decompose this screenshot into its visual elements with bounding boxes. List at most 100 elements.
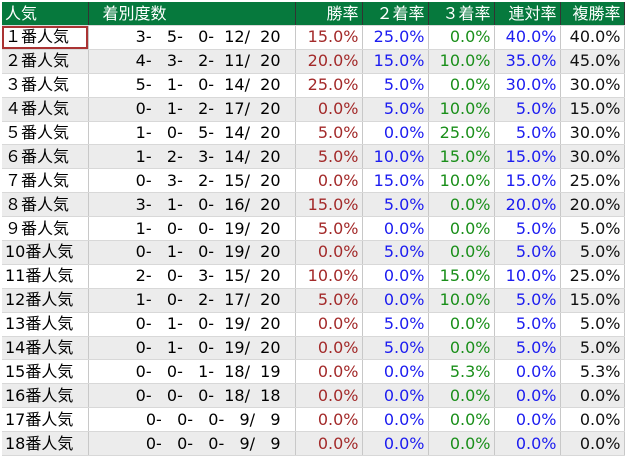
fukusho-rate-cell[interactable]: 15.0% (560, 97, 625, 122)
popularity-cell[interactable]: 10番人気 (2, 240, 89, 265)
record-cell[interactable]: 0- 1- 0- 19/ 20 (88, 336, 296, 361)
header-popularity[interactable]: 人気 (2, 2, 89, 26)
rentai-rate-cell[interactable]: 0.0% (494, 431, 561, 456)
popularity-cell[interactable]: ５番人気 (2, 121, 89, 146)
popularity-cell[interactable]: ７番人気 (2, 168, 89, 194)
fukusho-rate-cell[interactable]: 25.0% (560, 168, 625, 194)
win-rate-cell[interactable]: 15.0% (295, 25, 363, 50)
rentai-rate-cell[interactable]: 0.0% (494, 359, 561, 385)
win-rate-cell[interactable]: 0.0% (295, 359, 363, 385)
popularity-cell[interactable]: 17番人気 (2, 407, 89, 433)
fukusho-rate-cell[interactable]: 45.0% (560, 49, 625, 74)
rentai-rate-cell[interactable]: 0.0% (494, 383, 561, 409)
second-rate-cell[interactable]: 10.0% (362, 144, 429, 170)
third-rate-cell[interactable]: 0.0% (428, 216, 495, 242)
win-rate-cell[interactable]: 5.0% (295, 216, 363, 242)
table-row[interactable]: 11番人気 2- 0- 3- 15/ 20 10.0% 0.0% 15.0% 10.0% 2… (2, 264, 625, 289)
table-row[interactable]: 18番人気 0- 0- 0- 9/ 9 0.0% 0.0% 0.0% 0.0% 0.0% (2, 431, 625, 456)
win-rate-cell[interactable]: 0.0% (295, 240, 363, 265)
table-row[interactable]: ３番人気 5- 1- 0- 14/ 20 25.0% 5.0% 0.0% 30.0% 30.… (2, 73, 625, 98)
win-rate-cell[interactable]: 0.0% (295, 97, 363, 122)
rentai-rate-cell[interactable]: 5.0% (494, 312, 561, 337)
rentai-rate-cell[interactable]: 20.0% (494, 192, 561, 218)
win-rate-cell[interactable]: 0.0% (295, 431, 363, 456)
win-rate-cell[interactable]: 0.0% (295, 407, 363, 433)
fukusho-rate-cell[interactable]: 30.0% (560, 73, 625, 98)
fukusho-rate-cell[interactable]: 0.0% (560, 407, 625, 433)
record-cell[interactable]: 3- 5- 0- 12/ 20 (88, 25, 296, 50)
popularity-cell[interactable]: 18番人気 (2, 431, 89, 456)
win-rate-cell[interactable]: 0.0% (295, 312, 363, 337)
record-cell[interactable]: 1- 0- 5- 14/ 20 (88, 121, 296, 146)
fukusho-rate-cell[interactable]: 40.0% (560, 25, 625, 50)
record-cell[interactable]: 1- 0- 0- 19/ 20 (88, 216, 296, 242)
header-rentai-rate[interactable]: 連対率 (494, 2, 561, 26)
table-row[interactable]: 13番人気 0- 1- 0- 19/ 20 0.0% 5.0% 0.0% 5.0% 5.0% (2, 312, 625, 337)
table-row[interactable]: １番人気 3- 5- 0- 12/ 20 15.0% 25.0% 0.0% 40.0% 40… (2, 25, 625, 50)
fukusho-rate-cell[interactable]: 30.0% (560, 144, 625, 170)
popularity-cell[interactable]: ２番人気 (2, 49, 89, 74)
third-rate-cell[interactable]: 25.0% (428, 121, 495, 146)
table-row[interactable]: 16番人気 0- 0- 0- 18/ 18 0.0% 0.0% 0.0% 0.0% 0.0% (2, 383, 625, 409)
table-row[interactable]: ７番人気 0- 3- 2- 15/ 20 0.0% 15.0% 10.0% 15.0% 25… (2, 168, 625, 194)
table-row[interactable]: ９番人気 1- 0- 0- 19/ 20 5.0% 0.0% 0.0% 5.0% 5.0% (2, 216, 625, 242)
record-cell[interactable]: 0- 0- 0- 18/ 18 (88, 383, 296, 409)
fukusho-rate-cell[interactable]: 5.0% (560, 336, 625, 361)
rentai-rate-cell[interactable]: 15.0% (494, 168, 561, 194)
rentai-rate-cell[interactable]: 5.0% (494, 121, 561, 146)
record-cell[interactable]: 0- 1- 2- 17/ 20 (88, 97, 296, 122)
fukusho-rate-cell[interactable]: 5.0% (560, 240, 625, 265)
popularity-cell[interactable]: ９番人気 (2, 216, 89, 242)
third-rate-cell[interactable]: 5.3% (428, 359, 495, 385)
popularity-cell[interactable]: 16番人気 (2, 383, 89, 409)
table-row[interactable]: ６番人気 1- 2- 3- 14/ 20 5.0% 10.0% 15.0% 15.0% 30… (2, 144, 625, 170)
win-rate-cell[interactable]: 0.0% (295, 168, 363, 194)
third-rate-cell[interactable]: 10.0% (428, 97, 495, 122)
rentai-rate-cell[interactable]: 5.0% (494, 288, 561, 313)
second-rate-cell[interactable]: 0.0% (362, 383, 429, 409)
record-cell[interactable]: 0- 1- 0- 19/ 20 (88, 312, 296, 337)
record-cell[interactable]: 3- 1- 0- 16/ 20 (88, 192, 296, 218)
table-row[interactable]: ２番人気 4- 3- 2- 11/ 20 20.0% 15.0% 10.0% 35.0% 4… (2, 49, 625, 74)
rentai-rate-cell[interactable]: 5.0% (494, 216, 561, 242)
record-cell[interactable]: 1- 2- 3- 14/ 20 (88, 144, 296, 170)
third-rate-cell[interactable]: 0.0% (428, 383, 495, 409)
second-rate-cell[interactable]: 0.0% (362, 407, 429, 433)
fukusho-rate-cell[interactable]: 5.0% (560, 312, 625, 337)
record-cell[interactable]: 4- 3- 2- 11/ 20 (88, 49, 296, 74)
third-rate-cell[interactable]: 15.0% (428, 144, 495, 170)
rentai-rate-cell[interactable]: 10.0% (494, 264, 561, 289)
table-row[interactable]: 17番人気 0- 0- 0- 9/ 9 0.0% 0.0% 0.0% 0.0% 0.0% (2, 407, 625, 433)
third-rate-cell[interactable]: 0.0% (428, 431, 495, 456)
rentai-rate-cell[interactable]: 5.0% (494, 97, 561, 122)
rentai-rate-cell[interactable]: 35.0% (494, 49, 561, 74)
record-cell[interactable]: 0- 0- 0- 9/ 9 (88, 431, 296, 456)
second-rate-cell[interactable]: 5.0% (362, 73, 429, 98)
table-row[interactable]: ５番人気 1- 0- 5- 14/ 20 5.0% 0.0% 25.0% 5.0% 30.0… (2, 121, 625, 146)
fukusho-rate-cell[interactable]: 5.0% (560, 216, 625, 242)
fukusho-rate-cell[interactable]: 0.0% (560, 431, 625, 456)
win-rate-cell[interactable]: 5.0% (295, 144, 363, 170)
third-rate-cell[interactable]: 0.0% (428, 240, 495, 265)
second-rate-cell[interactable]: 5.0% (362, 336, 429, 361)
third-rate-cell[interactable]: 10.0% (428, 49, 495, 74)
third-rate-cell[interactable]: 0.0% (428, 73, 495, 98)
popularity-cell[interactable]: 13番人気 (2, 312, 89, 337)
fukusho-rate-cell[interactable]: 5.3% (560, 359, 625, 385)
win-rate-cell[interactable]: 5.0% (295, 121, 363, 146)
rentai-rate-cell[interactable]: 5.0% (494, 336, 561, 361)
win-rate-cell[interactable]: 5.0% (295, 288, 363, 313)
rentai-rate-cell[interactable]: 0.0% (494, 407, 561, 433)
win-rate-cell[interactable]: 0.0% (295, 336, 363, 361)
second-rate-cell[interactable]: 0.0% (362, 288, 429, 313)
third-rate-cell[interactable]: 15.0% (428, 264, 495, 289)
second-rate-cell[interactable]: 5.0% (362, 97, 429, 122)
win-rate-cell[interactable]: 25.0% (295, 73, 363, 98)
popularity-cell[interactable]: ４番人気 (2, 97, 89, 122)
win-rate-cell[interactable]: 0.0% (295, 383, 363, 409)
header-record[interactable]: 着別度数 (88, 2, 296, 26)
fukusho-rate-cell[interactable]: 30.0% (560, 121, 625, 146)
table-row[interactable]: ４番人気 0- 1- 2- 17/ 20 0.0% 5.0% 10.0% 5.0% 15.0… (2, 97, 625, 122)
win-rate-cell[interactable]: 10.0% (295, 264, 363, 289)
third-rate-cell[interactable]: 0.0% (428, 312, 495, 337)
